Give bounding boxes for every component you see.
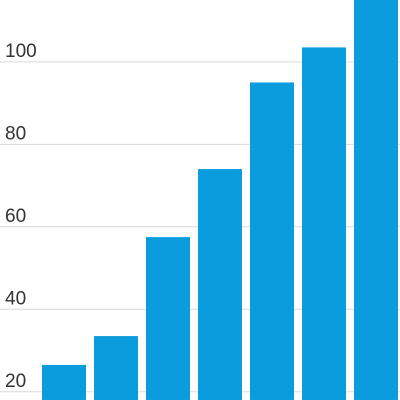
bar — [94, 336, 138, 400]
bar — [354, 0, 398, 400]
y-tick-label: 60 — [5, 206, 26, 227]
y-tick-label: 40 — [5, 288, 26, 309]
bar — [250, 82, 294, 400]
y-tick-label: 20 — [5, 371, 26, 392]
bar — [42, 364, 86, 400]
y-axis-tick-labels: 20 40 60 80 100 — [5, 41, 37, 392]
bars — [42, 0, 398, 400]
bar — [302, 47, 346, 400]
bar — [146, 237, 190, 400]
y-tick-label: 100 — [5, 41, 37, 62]
bar — [198, 169, 242, 400]
y-tick-label: 80 — [5, 123, 26, 144]
